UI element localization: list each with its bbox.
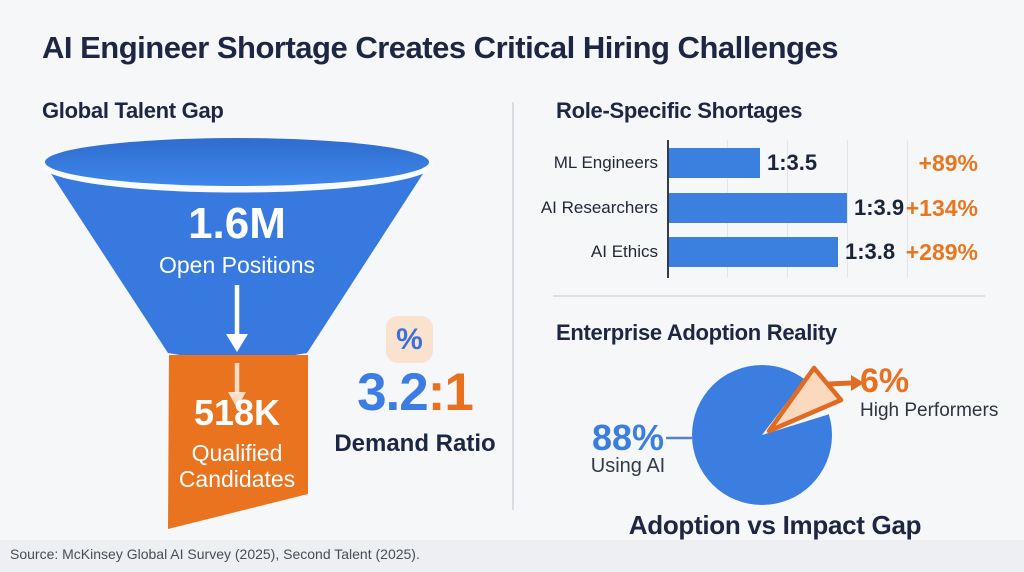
qualified-label-line1: Qualified bbox=[191, 440, 283, 466]
ratio-ai-ethics: 1:3.8 bbox=[845, 239, 896, 264]
adoption-heading: Enterprise Adoption Reality bbox=[556, 320, 837, 345]
adoption-caption: Adoption vs Impact Gap bbox=[628, 510, 922, 540]
pie-exploded-slice bbox=[766, 365, 844, 434]
footer-bar: Source: McKinsey Global AI Survey (2025)… bbox=[0, 540, 1024, 572]
stem-down-arrow-head-icon bbox=[228, 392, 246, 408]
ratio-orange-part: :1 bbox=[427, 363, 474, 422]
funnel-cone bbox=[46, 166, 428, 360]
horizontal-divider bbox=[553, 295, 985, 297]
percent-icon: % bbox=[386, 316, 433, 363]
bar-label-ai-ethics: AI Ethics bbox=[590, 242, 658, 261]
ratio-ml-engineers: 1:3.5 bbox=[767, 150, 818, 175]
y-axis-line bbox=[667, 140, 669, 278]
down-arrow-head-icon bbox=[226, 334, 248, 352]
page-title: AI Engineer Shortage Creates Critical Hi… bbox=[42, 30, 838, 65]
ratio-ai-researchers: 1:3.9 bbox=[854, 195, 905, 220]
open-positions-value: 1.6M bbox=[188, 199, 286, 248]
role-shortages-bar-chart: ML Engineers 1:3.5 +89% AI Researchers 1… bbox=[540, 140, 1000, 278]
using-ai-value: 88% bbox=[591, 417, 665, 458]
gridline bbox=[847, 140, 848, 278]
percent-glyph: % bbox=[396, 322, 423, 356]
growth-ai-ethics: +289% bbox=[905, 239, 978, 265]
slice-arrow-icon bbox=[828, 380, 852, 387]
open-positions-label: Open Positions bbox=[159, 252, 315, 278]
demand-ratio-value: 3.2:1 bbox=[330, 366, 500, 419]
growth-ai-researchers: +134% bbox=[905, 195, 978, 221]
qualified-candidates-value: 518K bbox=[193, 392, 281, 433]
slice-arrow-head-icon bbox=[851, 375, 864, 391]
bar-label-ml-engineers: ML Engineers bbox=[553, 153, 658, 172]
funnel-chart bbox=[41, 137, 433, 529]
talent-gap-heading: Global Talent Gap bbox=[42, 98, 224, 123]
funnel-top-ellipse bbox=[45, 138, 429, 186]
qualified-label-line2: Candidates bbox=[178, 466, 296, 492]
high-performers-label: High Performers bbox=[860, 400, 999, 421]
ratio-blue-part: 3.2 bbox=[357, 363, 429, 422]
demand-ratio-caption: Demand Ratio bbox=[334, 430, 496, 457]
gridline bbox=[907, 140, 908, 278]
bar-label-ai-researchers: AI Researchers bbox=[540, 198, 658, 217]
adoption-pie-chart bbox=[666, 365, 864, 505]
using-ai-label: Using AI bbox=[590, 455, 666, 477]
source-citation: Source: McKinsey Global AI Survey (2025)… bbox=[10, 546, 420, 562]
funnel-stem bbox=[168, 355, 308, 529]
role-shortages-heading: Role-Specific Shortages bbox=[556, 98, 803, 123]
vertical-divider bbox=[512, 102, 514, 510]
bar-ai-ethics bbox=[669, 237, 838, 267]
growth-ml-engineers: +89% bbox=[918, 150, 978, 176]
bar-ai-researchers bbox=[669, 193, 847, 223]
high-performers-value: 6% bbox=[860, 362, 910, 400]
bar-ml-engineers bbox=[669, 148, 760, 178]
